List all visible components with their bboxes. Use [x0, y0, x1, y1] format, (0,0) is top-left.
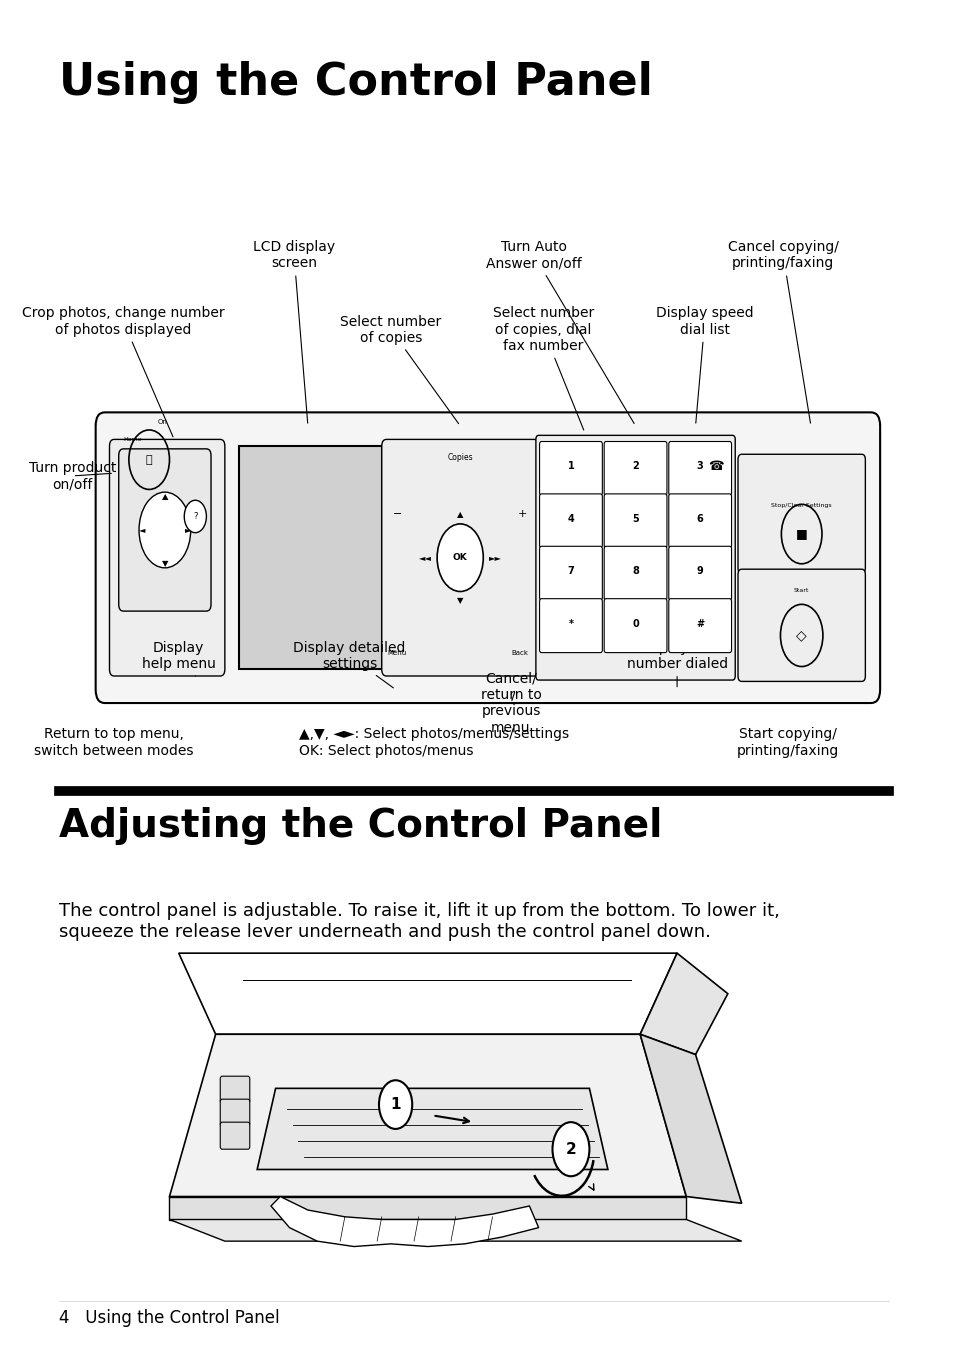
- Polygon shape: [257, 1088, 607, 1169]
- Text: 2: 2: [632, 461, 639, 472]
- Text: ☎: ☎: [707, 460, 723, 473]
- Text: Stop/Clear Settings: Stop/Clear Settings: [771, 503, 831, 508]
- Text: Copies: Copies: [447, 453, 473, 462]
- Text: ◇: ◇: [796, 629, 806, 642]
- Text: ▼: ▼: [456, 596, 463, 606]
- Text: 1: 1: [567, 461, 574, 472]
- FancyBboxPatch shape: [220, 1099, 250, 1126]
- Text: LCD display
screen: LCD display screen: [253, 241, 335, 423]
- Polygon shape: [271, 1197, 538, 1247]
- FancyBboxPatch shape: [603, 599, 666, 653]
- Text: Display detailed
settings: Display detailed settings: [293, 641, 405, 688]
- Bar: [238, 446, 381, 669]
- FancyBboxPatch shape: [220, 1122, 250, 1149]
- Text: Select number
of copies: Select number of copies: [340, 315, 458, 423]
- FancyBboxPatch shape: [668, 442, 731, 495]
- FancyBboxPatch shape: [738, 454, 864, 573]
- FancyBboxPatch shape: [539, 442, 601, 495]
- Text: 0: 0: [632, 619, 639, 629]
- FancyBboxPatch shape: [118, 449, 211, 611]
- Text: 7: 7: [567, 566, 574, 576]
- FancyBboxPatch shape: [110, 439, 225, 676]
- Circle shape: [552, 1122, 589, 1176]
- Text: 1: 1: [390, 1096, 400, 1113]
- Polygon shape: [170, 1034, 685, 1197]
- FancyBboxPatch shape: [668, 546, 731, 600]
- Text: 4: 4: [567, 514, 574, 523]
- Text: Home: Home: [123, 437, 142, 442]
- FancyBboxPatch shape: [95, 412, 880, 703]
- Text: ⏻: ⏻: [146, 454, 152, 465]
- Circle shape: [184, 500, 206, 533]
- Text: −: −: [393, 510, 402, 519]
- Text: ◄◄: ◄◄: [418, 553, 431, 562]
- FancyBboxPatch shape: [603, 442, 666, 495]
- Text: Return to top menu,
switch between modes: Return to top menu, switch between modes: [34, 727, 193, 757]
- Text: 4   Using the Control Panel: 4 Using the Control Panel: [59, 1309, 279, 1326]
- Polygon shape: [170, 1220, 740, 1241]
- Text: 3: 3: [696, 461, 702, 472]
- Text: Turn Auto
Answer on/off: Turn Auto Answer on/off: [486, 241, 634, 423]
- Text: Display last
number dialed: Display last number dialed: [626, 641, 727, 687]
- FancyBboxPatch shape: [220, 1076, 250, 1103]
- Text: Display speed
dial list: Display speed dial list: [656, 307, 753, 423]
- Text: On: On: [158, 419, 168, 425]
- Text: Menu: Menu: [388, 650, 407, 656]
- FancyBboxPatch shape: [539, 599, 601, 653]
- Circle shape: [436, 523, 483, 591]
- Text: 9: 9: [696, 566, 702, 576]
- Text: ▲: ▲: [161, 492, 168, 500]
- Text: Select number
of copies, dial
fax number: Select number of copies, dial fax number: [492, 307, 594, 430]
- FancyBboxPatch shape: [381, 439, 538, 676]
- Text: Turn product
on/off: Turn product on/off: [29, 461, 116, 491]
- Text: 5: 5: [632, 514, 639, 523]
- Text: Back: Back: [511, 650, 528, 656]
- Circle shape: [139, 492, 191, 568]
- Text: OK: OK: [453, 553, 467, 562]
- Text: ►: ►: [185, 526, 191, 534]
- Text: 8: 8: [632, 566, 639, 576]
- Text: Adjusting the Control Panel: Adjusting the Control Panel: [59, 807, 661, 845]
- Text: 6: 6: [696, 514, 702, 523]
- Text: #: #: [696, 619, 703, 629]
- Text: Cancel copying/
printing/faxing: Cancel copying/ printing/faxing: [727, 241, 838, 423]
- Text: ▼: ▼: [161, 560, 168, 568]
- Text: ▲,▼, ◄►: Select photos/menus/settings
OK: Select photos/menus: ▲,▼, ◄►: Select photos/menus/settings OK…: [298, 727, 568, 757]
- Text: Display
help menu: Display help menu: [142, 641, 215, 676]
- Polygon shape: [639, 1034, 740, 1203]
- Text: 2: 2: [565, 1141, 576, 1157]
- Text: Crop photos, change number
of photos displayed: Crop photos, change number of photos dis…: [22, 307, 224, 437]
- FancyBboxPatch shape: [603, 546, 666, 600]
- Text: ?: ?: [193, 512, 197, 521]
- FancyBboxPatch shape: [539, 546, 601, 600]
- Text: ▲: ▲: [456, 510, 463, 519]
- Text: Cancel/
return to
previous
menu: Cancel/ return to previous menu: [480, 672, 541, 734]
- Polygon shape: [178, 953, 677, 1034]
- Text: Start: Start: [793, 588, 808, 594]
- Text: Using the Control Panel: Using the Control Panel: [59, 61, 652, 104]
- Text: ◄: ◄: [138, 526, 145, 534]
- FancyBboxPatch shape: [738, 569, 864, 681]
- Text: *: *: [568, 619, 573, 629]
- Text: +: +: [517, 510, 527, 519]
- Polygon shape: [639, 953, 727, 1055]
- Text: ■: ■: [795, 527, 806, 541]
- Circle shape: [378, 1080, 412, 1129]
- Text: The control panel is adjustable. To raise it, lift it up from the bottom. To low: The control panel is adjustable. To rais…: [59, 902, 779, 941]
- FancyBboxPatch shape: [536, 435, 735, 680]
- Text: Start copying/
printing/faxing: Start copying/ printing/faxing: [736, 727, 838, 757]
- FancyBboxPatch shape: [668, 599, 731, 653]
- Text: ►►: ►►: [488, 553, 501, 562]
- FancyBboxPatch shape: [603, 493, 666, 548]
- FancyBboxPatch shape: [668, 493, 731, 548]
- FancyBboxPatch shape: [539, 493, 601, 548]
- Polygon shape: [170, 1197, 685, 1220]
